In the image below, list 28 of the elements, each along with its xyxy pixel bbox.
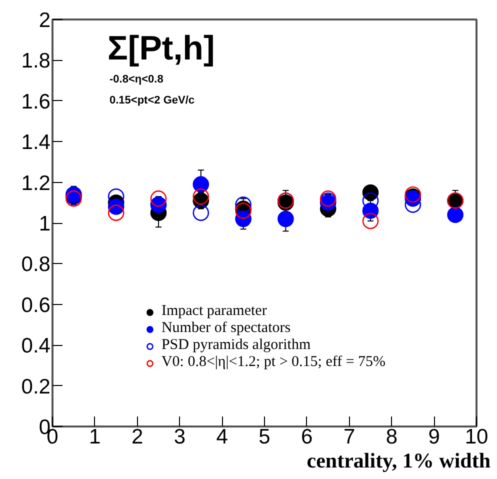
y-tick-label: 1.6 (21, 90, 51, 114)
legend-label: Impact parameter (161, 303, 267, 320)
y-tick-label: 2 (38, 9, 51, 32)
x-axis-title: centrality, 1% width (306, 448, 491, 472)
x-tick-label: 8 (386, 426, 398, 448)
annotation: 0.15<pt<2 GeV/c (110, 94, 194, 106)
y-tick-label: 0.2 (21, 375, 51, 398)
x-tick-label: 1 (89, 426, 101, 448)
y-tick-label: 0.4 (21, 334, 51, 358)
x-tick-label: 3 (174, 426, 186, 448)
y-tick-label: 1 (38, 212, 51, 236)
x-tick-label: 10 (464, 426, 488, 448)
legend-label: V0: 0.8<|η|<1.2; pt > 0.15; eff = 75% (161, 354, 386, 371)
y-tick-label: 0.8 (21, 253, 51, 276)
x-tick-label: 2 (131, 426, 144, 448)
x-tick-label: 7 (343, 426, 356, 448)
y-tick-label: 1.4 (21, 131, 51, 154)
legend-label: Number of spectators (161, 320, 291, 337)
x-tick-label: 6 (301, 426, 313, 448)
x-tick-label: 4 (216, 426, 228, 448)
y-tick-label: 0.6 (21, 294, 51, 317)
chart-title: Σ[Pt,h] (108, 30, 215, 68)
y-tick-label: 1.2 (21, 172, 51, 195)
annotation: -0.8<η<0.8 (110, 74, 164, 86)
x-tick-label: 5 (258, 426, 270, 448)
x-tick-label: 9 (428, 426, 440, 448)
y-tick-label: 1.8 (21, 50, 51, 73)
legend-label: PSD pyramids algorithm (161, 337, 311, 354)
